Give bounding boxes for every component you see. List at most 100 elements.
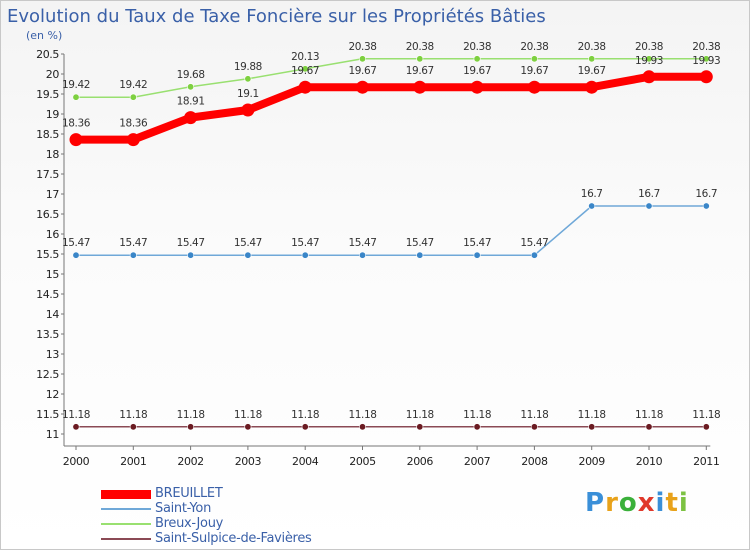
data-label: 19.88 bbox=[234, 61, 262, 73]
data-label: 20.38 bbox=[692, 41, 720, 53]
data-label: 11.18 bbox=[119, 409, 147, 421]
legend-label: Saint-Yon bbox=[155, 501, 212, 516]
data-point bbox=[642, 70, 656, 84]
data-point bbox=[413, 80, 427, 94]
y-tick-label: 18 bbox=[46, 148, 60, 161]
data-point bbox=[416, 55, 424, 63]
data-label: 19.42 bbox=[119, 79, 147, 91]
data-label: 20.38 bbox=[406, 41, 434, 53]
y-tick-label: 15.5 bbox=[36, 248, 59, 261]
legend-swatch bbox=[101, 508, 151, 510]
data-label: 16.7 bbox=[638, 188, 660, 200]
series-line-2 bbox=[75, 58, 708, 98]
y-tick-label: 17.5 bbox=[36, 168, 59, 181]
data-point bbox=[187, 83, 195, 91]
data-point bbox=[298, 80, 312, 94]
series-line-1 bbox=[75, 205, 708, 256]
data-point bbox=[129, 93, 137, 101]
data-label: 11.18 bbox=[635, 409, 663, 421]
data-label: 11.18 bbox=[348, 409, 376, 421]
data-point bbox=[126, 133, 140, 147]
x-tick-label: 2006 bbox=[407, 455, 434, 468]
data-point bbox=[356, 80, 369, 94]
legend-swatch bbox=[101, 523, 151, 525]
data-label: 15.47 bbox=[234, 237, 262, 249]
data-point bbox=[244, 423, 252, 431]
data-point bbox=[129, 423, 137, 431]
data-label: 11.18 bbox=[692, 409, 720, 421]
data-label: 19.42 bbox=[62, 79, 90, 91]
data-label: 11.18 bbox=[406, 409, 434, 421]
data-label: 19.67 bbox=[520, 65, 548, 77]
data-point bbox=[416, 423, 424, 431]
data-point bbox=[702, 423, 710, 431]
data-point bbox=[301, 251, 309, 259]
data-label: 11.18 bbox=[578, 409, 606, 421]
series-line-0 bbox=[72, 72, 711, 144]
data-point bbox=[72, 423, 80, 431]
data-label: 15.47 bbox=[62, 237, 90, 249]
data-point bbox=[702, 202, 710, 210]
data-point bbox=[473, 55, 481, 63]
data-label: 15.47 bbox=[177, 237, 205, 249]
data-label: 19.93 bbox=[692, 55, 720, 67]
data-label: 19.67 bbox=[463, 65, 491, 77]
y-tick-label: 11 bbox=[46, 428, 59, 441]
data-label: 19.68 bbox=[177, 69, 205, 81]
data-label: 16.7 bbox=[581, 188, 603, 200]
legend-swatch bbox=[101, 538, 151, 540]
chart-title: Evolution du Taux de Taxe Foncière sur l… bbox=[7, 6, 546, 27]
x-tick-label: 2001 bbox=[120, 455, 146, 468]
data-label: 18.36 bbox=[62, 118, 91, 130]
data-label: 11.18 bbox=[62, 409, 90, 421]
y-unit-label: (en %) bbox=[26, 29, 63, 42]
data-point bbox=[588, 423, 596, 431]
x-tick-label: 2005 bbox=[349, 455, 376, 468]
data-point bbox=[187, 423, 195, 431]
y-tick-label: 18.5 bbox=[36, 128, 59, 141]
data-label: 20.38 bbox=[463, 41, 491, 53]
data-label: 20.13 bbox=[291, 51, 319, 63]
data-point bbox=[530, 251, 538, 259]
x-tick-label: 2009 bbox=[578, 455, 605, 468]
data-label: 15.47 bbox=[291, 237, 319, 249]
y-tick-label: 13.5 bbox=[36, 328, 59, 341]
data-label: 20.38 bbox=[348, 41, 376, 53]
data-label: 11.18 bbox=[291, 409, 319, 421]
data-point bbox=[244, 251, 252, 259]
data-point bbox=[244, 75, 252, 83]
data-label: 15.47 bbox=[348, 237, 376, 249]
data-label: 16.7 bbox=[695, 188, 717, 200]
x-tick-label: 2003 bbox=[235, 455, 262, 468]
y-tick-label: 19.5 bbox=[36, 88, 59, 101]
logo-letter: o bbox=[618, 488, 638, 518]
data-label: 11.18 bbox=[520, 409, 548, 421]
y-tick-label: 20.5 bbox=[36, 48, 59, 61]
data-label: 19.67 bbox=[406, 65, 434, 77]
data-point bbox=[645, 202, 653, 210]
data-point bbox=[699, 70, 713, 84]
legend-swatch bbox=[101, 490, 151, 499]
data-label: 19.67 bbox=[291, 65, 319, 77]
data-point bbox=[588, 202, 596, 210]
data-point bbox=[473, 251, 481, 259]
y-tick-label: 17 bbox=[46, 188, 60, 201]
data-point bbox=[473, 423, 481, 431]
data-point bbox=[527, 80, 541, 94]
data-label: 19.67 bbox=[578, 65, 606, 77]
data-label: 19.67 bbox=[348, 65, 376, 77]
logo-letter: t bbox=[665, 488, 679, 518]
data-labels: 18.36 18.36 18.91 19.1 19.67 19.67 19.67 19.67 1… bbox=[62, 41, 721, 421]
data-label: 11.18 bbox=[463, 409, 491, 421]
x-tick-label: 2010 bbox=[636, 455, 663, 468]
data-label: 15.47 bbox=[406, 237, 434, 249]
y-tick-label: 15 bbox=[46, 268, 60, 281]
data-point bbox=[69, 133, 83, 147]
data-point bbox=[530, 55, 538, 63]
data-point bbox=[530, 423, 538, 431]
legend-label: BREUILLET bbox=[155, 486, 223, 501]
data-label: 11.18 bbox=[177, 409, 205, 421]
data-label: 20.38 bbox=[520, 41, 548, 53]
